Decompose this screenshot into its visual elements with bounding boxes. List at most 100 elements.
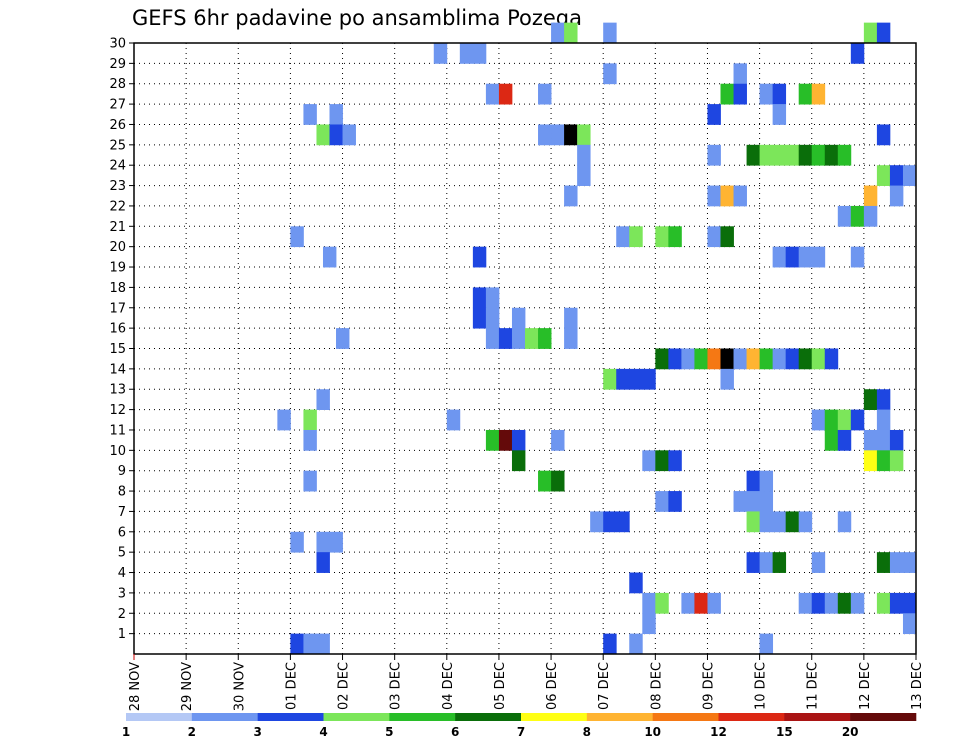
heatmap-cell (485, 307, 500, 329)
heatmap-cell (577, 144, 591, 166)
heatmap-cell (863, 429, 878, 451)
y-tick-label: 8 (118, 485, 126, 500)
heatmap-cell (746, 144, 760, 166)
colorbar-label: 20 (842, 725, 859, 739)
x-axis-ticks: 28 NOV 29 NOV 30 NOV 01 DEC 02 DEC 03 DEC 04 D… (128, 654, 925, 711)
heatmap-cell (850, 246, 865, 268)
heatmap-cell (811, 83, 826, 105)
heatmap-cell (511, 328, 526, 349)
heatmap-cell (459, 43, 474, 64)
heatmap-cell (316, 124, 330, 146)
heatmap-cell (798, 144, 813, 166)
heatmap-cell (485, 328, 500, 349)
y-tick-label: 5 (118, 546, 126, 561)
heatmap-cell (655, 226, 669, 248)
colorbar-label: 12 (710, 725, 727, 739)
heatmap-cell (316, 633, 330, 655)
y-tick-label: 13 (109, 383, 126, 398)
heatmap-cell (746, 470, 760, 492)
heatmap-cell (850, 43, 865, 64)
heatmap-cell (538, 83, 552, 105)
heatmap-cell (759, 511, 774, 533)
heatmap-cell (433, 43, 448, 64)
y-tick-label: 23 (109, 179, 126, 194)
heatmap-cell (850, 409, 865, 431)
x-tick-label: 03 DEC (389, 662, 404, 710)
heatmap-cell (759, 83, 774, 105)
heatmap-cell (629, 633, 643, 655)
heatmap-cell (759, 491, 774, 512)
y-tick-label: 1 (118, 627, 126, 642)
heatmap-cell (303, 429, 317, 451)
heatmap-cell (837, 205, 852, 227)
heatmap-cell (824, 429, 839, 451)
colorbar-segment (521, 713, 588, 721)
y-tick-label: 21 (109, 220, 126, 235)
heatmap-cell (329, 531, 343, 553)
heatmap-cell (694, 592, 708, 614)
x-tick-label: 02 DEC (337, 662, 352, 710)
heatmap-cell (629, 226, 643, 248)
heatmap-cell (498, 328, 513, 349)
heatmap-cell (329, 124, 343, 146)
heatmap-cell (759, 348, 774, 370)
heatmap-cell (577, 165, 591, 186)
heatmap-cell (772, 511, 787, 533)
x-tick-label: 12 DEC (858, 662, 873, 710)
heatmap-cell (785, 348, 800, 370)
heatmap-cell (837, 592, 852, 614)
heatmap-cell (733, 185, 747, 207)
y-tick-label: 6 (118, 525, 126, 540)
y-tick-label: 28 (109, 77, 126, 92)
heatmap-cell (498, 429, 513, 451)
y-axis-ticks: 1234567891011121314151617181920212223242… (109, 37, 134, 642)
heatmap-cell (277, 409, 291, 431)
colorbar-segment (257, 713, 324, 721)
heatmap-cell (863, 450, 878, 472)
heatmap-cell (668, 491, 682, 512)
heatmap-cell (551, 124, 565, 146)
y-tick-label: 12 (109, 403, 126, 418)
x-tick-label: 07 DEC (597, 662, 612, 710)
heatmap-cell (811, 348, 826, 370)
colorbar-segment (850, 713, 917, 721)
x-tick-label: 05 DEC (493, 662, 508, 710)
heatmap-cell (342, 124, 356, 146)
heatmap-cell (824, 592, 839, 614)
y-tick-label: 14 (109, 362, 126, 377)
heatmap-cell (551, 470, 565, 492)
heatmap-cell (629, 368, 643, 390)
heatmap-cell (329, 104, 343, 125)
heatmap-cell (902, 592, 917, 614)
heatmap-cell (889, 450, 904, 472)
colorbar-segment (455, 713, 522, 721)
y-tick-label: 11 (109, 423, 126, 438)
heatmap-cell (759, 470, 774, 492)
y-tick-label: 16 (109, 322, 126, 337)
heatmap-cell (876, 124, 891, 146)
x-tick-label: 04 DEC (441, 662, 456, 710)
heatmap-cell (707, 226, 721, 248)
heatmap-cell (798, 511, 813, 533)
heatmap-cell (290, 226, 304, 248)
heatmap-cell (485, 287, 500, 309)
heatmap-cell (772, 552, 787, 573)
y-tick-label: 3 (118, 586, 126, 601)
heatmap-cell (642, 368, 656, 390)
heatmap-cells (277, 22, 917, 655)
heatmap-cell (694, 348, 708, 370)
heatmap-cell (850, 205, 865, 227)
heatmap-cell (603, 22, 617, 44)
heatmap-cell (876, 450, 891, 472)
heatmap-cell (876, 22, 891, 44)
heatmap-cell (720, 226, 734, 248)
heatmap-cell (889, 165, 904, 186)
heatmap-cell (733, 63, 747, 85)
heatmap-cell (303, 633, 317, 655)
heatmap-cell (511, 450, 526, 472)
heatmap-cell (629, 572, 643, 594)
heatmap-cell (876, 552, 891, 573)
heatmap-cell (759, 144, 774, 166)
heatmap-cell (863, 389, 878, 410)
